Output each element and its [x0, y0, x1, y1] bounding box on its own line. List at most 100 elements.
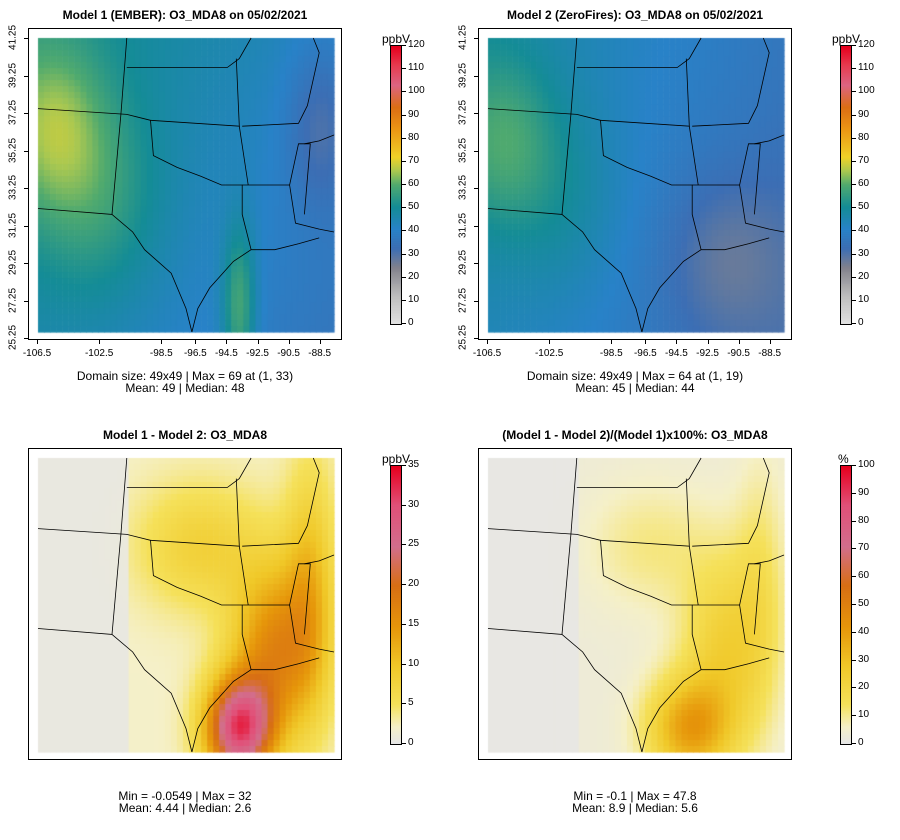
color-bar-tick-mark: [402, 504, 406, 506]
map-area: [28, 28, 342, 340]
boundary-line: [111, 214, 193, 333]
color-bar-tick-label: 20: [408, 578, 420, 590]
boundary-line: [576, 37, 702, 68]
color-bar-tick-mark: [402, 299, 406, 301]
boundary-line: [692, 457, 770, 547]
boundary-line: [641, 237, 770, 333]
color-bar-tick-label: 0: [408, 317, 414, 328]
y-axis-tick-label: 27.25: [7, 287, 19, 313]
color-bar-tick-label: 60: [858, 178, 870, 189]
y-axis-tick-label: 35.25: [7, 137, 19, 163]
boundary-line: [487, 108, 601, 121]
boundary-line: [37, 37, 128, 215]
panel-title: (Model 1 - Model 2)/(Model 1)x100%: O3_M…: [502, 428, 768, 442]
x-axis-tick-label: -102.5: [534, 348, 564, 359]
boundary-line: [304, 134, 335, 145]
color-bar: [840, 465, 852, 745]
color-bar-tick-mark: [402, 323, 406, 324]
y-axis-tick-label: 29.25: [7, 249, 19, 276]
color-bar-tick-label: 110: [858, 62, 874, 74]
color-bar-unit: ppbV: [382, 452, 411, 466]
color-bar-tick-label: 90: [858, 486, 870, 498]
y-axis-tick-label: 33.25: [7, 174, 19, 201]
color-bar-tick-mark: [402, 663, 406, 665]
x-axis-tick-label: -90.5: [727, 348, 750, 359]
color-bar-tick-mark: [852, 576, 856, 578]
y-axis-tick-label: 25.25: [7, 324, 19, 351]
color-bar-tick-label: 70: [858, 154, 870, 166]
color-bar-tick-mark: [852, 137, 856, 139]
boundary-line: [150, 120, 252, 250]
x-axis-tick-label: -88.5: [308, 348, 332, 359]
color-bar-tick-mark: [402, 114, 406, 116]
color-bar-tick-label: 120: [408, 39, 425, 50]
x-axis-tick-label: -96.5: [183, 348, 207, 359]
x-axis-tick-mark: [611, 340, 613, 344]
color-bar-tick-mark: [852, 299, 856, 301]
color-bar-tick-mark: [402, 230, 406, 232]
x-axis-tick-mark: [487, 340, 488, 344]
stats-line-1: Domain size: 49x49 | Max = 69 at (1, 33): [76, 369, 294, 383]
color-bar-tick-label: 0: [858, 317, 864, 328]
x-axis-tick-mark: [37, 340, 38, 344]
color-bar-tick-mark: [852, 743, 856, 744]
y-axis-tick-mark: [24, 150, 28, 152]
x-axis-tick-label: -92.5: [246, 348, 269, 359]
y-axis-tick-mark: [474, 300, 478, 302]
y-axis-tick-mark: [24, 188, 28, 189]
color-bar-unit: ppbV: [832, 32, 861, 46]
x-axis-tick-mark: [645, 340, 647, 344]
panel-title: Model 2 (ZeroFires): O3_MDA8 on 05/02/20…: [506, 8, 764, 22]
color-bar-tick-label: 30: [858, 653, 870, 665]
y-axis-tick-label: 33.25: [457, 174, 469, 201]
y-axis-tick-mark: [474, 188, 478, 189]
color-bar-tick-mark: [852, 604, 856, 605]
color-bar-tick-label: 100: [858, 459, 875, 470]
color-bar-tick-mark: [852, 465, 856, 466]
x-axis-tick-label: -98.5: [599, 348, 623, 359]
color-bar-tick-mark: [402, 137, 406, 139]
color-bar-tick-label: 10: [408, 657, 420, 669]
x-axis-tick-label: -92.5: [696, 348, 719, 359]
color-bar-tick-mark: [402, 253, 406, 255]
state-boundaries: [37, 457, 335, 753]
color-bar-tick-label: 80: [858, 131, 870, 143]
boundary-line: [126, 37, 252, 68]
color-bar-tick-mark: [852, 114, 856, 116]
boundary-line: [487, 457, 578, 635]
y-axis-tick-mark: [24, 75, 28, 77]
map-heatmap: [479, 449, 791, 759]
color-bar-tick-mark: [852, 492, 856, 494]
boundary-line: [111, 634, 193, 753]
color-bar-tick-label: 100: [408, 85, 425, 97]
boundary-line: [37, 108, 151, 121]
stats-line-1: Min = -0.0549 | Max = 32: [118, 789, 252, 803]
x-axis-tick-mark: [226, 340, 228, 344]
color-bar-tick-label: 80: [858, 514, 870, 526]
stats-line-2: Mean: 45 | Median: 44: [575, 381, 695, 395]
boundary-line: [126, 457, 252, 488]
color-bar-tick-label: 30: [408, 247, 420, 259]
boundary-line: [688, 546, 699, 606]
color-bar-tick-label: 15: [408, 617, 420, 629]
color-bar-tick-label: 60: [858, 570, 870, 582]
color-bar-tick-mark: [852, 45, 856, 46]
state-boundaries: [487, 457, 785, 753]
map-heatmap: [479, 29, 791, 339]
boundary-line: [242, 37, 320, 127]
map-heatmap: [29, 449, 341, 759]
color-bar-tick-mark: [402, 544, 406, 546]
x-axis-tick-mark: [288, 340, 290, 344]
color-bar-tick-label: 20: [408, 270, 420, 282]
y-axis-tick-label: 29.25: [457, 249, 469, 276]
stats-line-1: Min = -0.1 | Max = 47.8: [573, 789, 697, 803]
color-bar-tick-label: 10: [858, 293, 870, 305]
color-bar-tick-mark: [852, 253, 856, 255]
color-bar-tick-label: 50: [858, 598, 870, 609]
map-area: [28, 448, 342, 760]
y-axis-tick-label: 39.25: [457, 62, 469, 88]
stats-line-2: Mean: 8.9 | Median: 5.6: [572, 801, 698, 815]
y-axis-tick-label: 31.25: [7, 212, 19, 238]
state-boundaries: [37, 37, 335, 333]
y-axis-tick-label: 39.25: [7, 62, 19, 88]
